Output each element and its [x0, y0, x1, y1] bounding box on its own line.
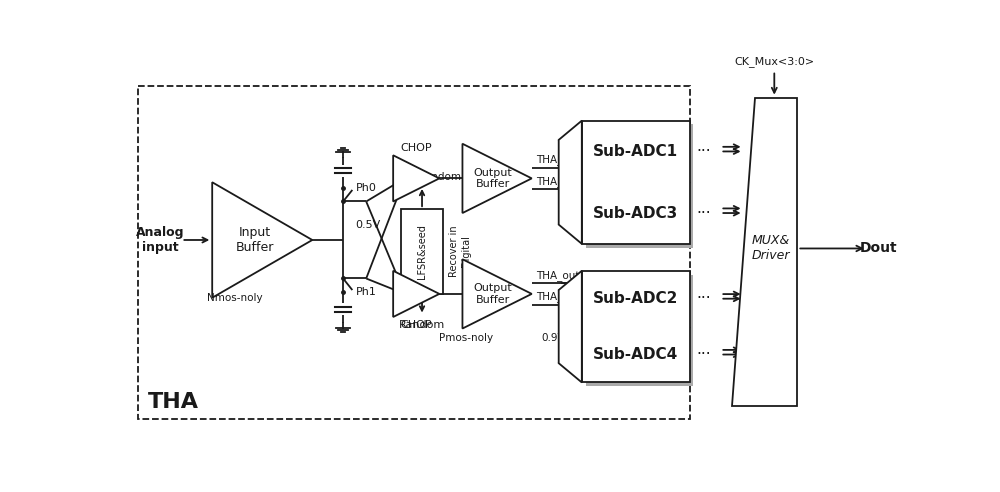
Text: Output
Buffer: Output Buffer [474, 283, 513, 305]
Polygon shape [212, 182, 312, 298]
Text: THA_out3: THA_out3 [536, 176, 586, 187]
Text: ···: ··· [696, 206, 711, 220]
Text: Nmos-noly: Nmos-noly [207, 293, 263, 303]
Polygon shape [462, 144, 532, 213]
Polygon shape [732, 97, 797, 405]
Text: Random: Random [399, 320, 445, 330]
Polygon shape [559, 121, 582, 244]
Polygon shape [559, 271, 582, 382]
Text: CHOP: CHOP [400, 143, 432, 153]
Text: THA_out4: THA_out4 [536, 292, 586, 303]
Text: Random:0100...: Random:0100... [418, 172, 501, 182]
Text: 0.9V: 0.9V [541, 333, 565, 343]
Text: Sub-ADC4: Sub-ADC4 [593, 347, 678, 362]
Text: THA: THA [148, 392, 199, 412]
Bar [582, 121, 690, 244]
Text: Dout: Dout [859, 242, 897, 255]
Text: Ph0: Ph0 [355, 183, 376, 193]
Text: CHOP: CHOP [400, 320, 432, 330]
Text: Output
Buffer: Output Buffer [474, 168, 513, 189]
Text: Ph1: Ph1 [355, 287, 376, 297]
Bar [582, 271, 690, 382]
Text: Sub-ADC3: Sub-ADC3 [593, 206, 678, 220]
Text: Sub-ADC2: Sub-ADC2 [593, 291, 678, 306]
Text: Recover in
Digital: Recover in Digital [449, 226, 471, 277]
Text: 0.5V: 0.5V [355, 219, 381, 230]
Polygon shape [586, 124, 693, 247]
Bar [401, 209, 443, 294]
Text: ···: ··· [696, 144, 711, 159]
Bar [138, 86, 690, 419]
Text: Input
Buffer: Input Buffer [235, 226, 274, 254]
Text: THA_out2: THA_out2 [536, 270, 586, 281]
Text: ···: ··· [696, 291, 711, 306]
Polygon shape [393, 155, 439, 202]
Text: Pmos-noly: Pmos-noly [439, 333, 493, 343]
Text: LFSR&seed: LFSR&seed [417, 224, 427, 279]
Polygon shape [462, 259, 532, 329]
Text: Analog
input: Analog input [136, 226, 184, 254]
Text: MUX&
Driver: MUX& Driver [751, 235, 790, 262]
Text: Sub-ADC1: Sub-ADC1 [593, 144, 678, 159]
Text: THA_out1: THA_out1 [536, 154, 586, 165]
Text: CK_Mux<3:0>: CK_Mux<3:0> [734, 56, 814, 67]
Polygon shape [586, 275, 693, 386]
Text: ···: ··· [696, 347, 711, 362]
Polygon shape [393, 271, 439, 317]
